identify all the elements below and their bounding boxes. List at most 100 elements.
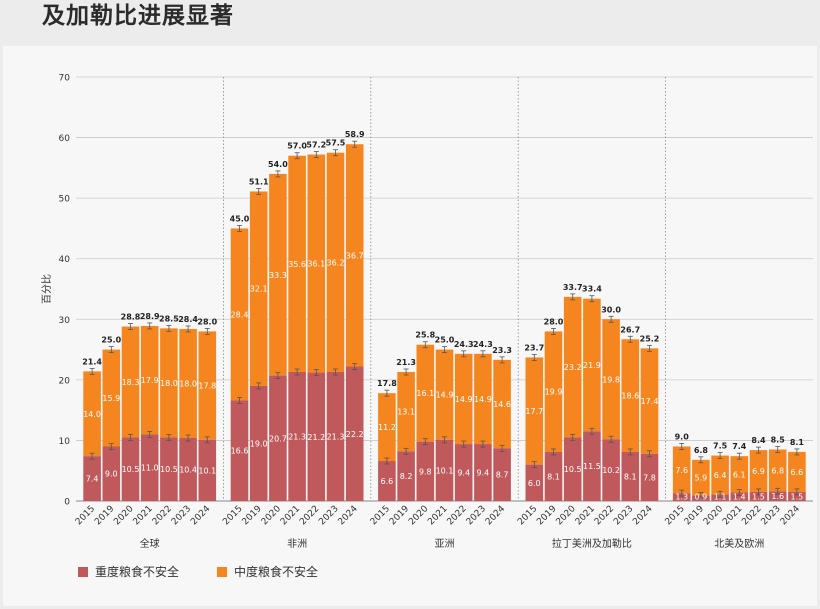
bar-moderate	[121, 326, 140, 438]
bar-severe	[378, 461, 396, 501]
data-label-moderate: 18.3	[122, 378, 140, 387]
x-tick-label: 2021	[574, 504, 597, 527]
data-label-severe: 19.0	[250, 439, 268, 448]
data-label-total: 30.0	[601, 305, 621, 314]
legend-swatch-moderate	[217, 566, 228, 577]
data-label-total: 28.0	[197, 317, 217, 326]
x-tick-label: 2021	[279, 504, 302, 527]
legend-item-severe: 重度粮食不安全	[78, 563, 179, 580]
bar-moderate	[749, 450, 768, 492]
x-tick-label: 2020	[260, 504, 283, 527]
x-tick-label: 2020	[555, 504, 578, 527]
group-label: 北美及欧洲	[714, 537, 764, 550]
data-label-moderate: 17.4	[641, 397, 659, 406]
bar-moderate	[179, 328, 197, 439]
data-label-moderate: 7.6	[675, 466, 688, 475]
x-tick-label: 2022	[151, 504, 174, 527]
bar-moderate	[768, 449, 787, 492]
x-tick-label: 2023	[170, 504, 193, 527]
bar-moderate	[493, 359, 511, 449]
x-tick-label: 2019	[535, 504, 558, 527]
bar-moderate	[102, 349, 121, 447]
data-label-moderate: 18.0	[160, 379, 178, 388]
data-label-total: 54.0	[268, 160, 288, 169]
data-label-moderate: 17.7	[525, 407, 543, 416]
data-label-moderate: 23.2	[564, 363, 582, 372]
legend-label-severe: 重度粮食不安全	[95, 565, 180, 579]
data-label-severe: 10.5	[160, 465, 178, 474]
x-tick-label: 2015	[664, 504, 687, 527]
group-label: 非洲	[287, 538, 307, 550]
data-label-moderate: 36.1	[307, 260, 325, 269]
bar-severe	[416, 441, 435, 501]
data-label-severe: 1.1	[714, 493, 727, 502]
data-label-moderate: 6.9	[752, 467, 765, 476]
data-label-total: 21.3	[396, 358, 416, 367]
bar-severe	[749, 491, 768, 501]
x-tick-label: 2022	[593, 504, 616, 527]
data-label-moderate: 21.9	[583, 361, 601, 370]
data-label-total: 25.8	[415, 331, 435, 340]
x-tick-label: 2019	[388, 504, 411, 527]
bar-severe	[563, 437, 582, 501]
y-tick-label: 60	[59, 134, 71, 144]
x-tick-label: 2024	[337, 504, 360, 527]
bar-severe	[230, 400, 249, 501]
bar-severe	[397, 451, 415, 501]
bar-moderate	[788, 451, 806, 492]
data-label-total: 28.4	[178, 315, 198, 324]
bar-moderate	[602, 319, 620, 440]
x-tick-label: 2022	[740, 504, 763, 527]
bar-moderate	[454, 353, 473, 445]
x-tick-label: 2024	[189, 504, 212, 527]
data-label-total: 28.8	[121, 313, 141, 322]
x-tick-label: 2020	[702, 504, 725, 527]
header: 及加勒比进展显著	[0, 0, 820, 40]
bar-moderate	[230, 228, 249, 401]
data-label-moderate: 19.9	[545, 388, 563, 397]
bar-severe	[160, 437, 178, 501]
y-tick-label: 0	[64, 498, 70, 508]
x-tick-label: 2015	[221, 504, 244, 527]
x-tick-label: 2015	[74, 504, 97, 527]
bar-severe	[179, 438, 197, 501]
data-label-severe: 9.0	[105, 470, 118, 479]
data-label-severe: 9.8	[419, 467, 432, 476]
y-axis-label: 百分比	[41, 274, 53, 304]
bar-severe	[730, 492, 749, 501]
data-label-moderate: 6.1	[733, 470, 746, 479]
chart-panel	[3, 46, 817, 606]
bar-severe	[525, 464, 544, 501]
bar-moderate	[307, 154, 326, 373]
data-label-severe: 21.3	[288, 432, 306, 441]
bar-severe	[602, 439, 620, 501]
data-label-total: 51.1	[249, 177, 269, 186]
data-label-total: 25.0	[101, 336, 121, 345]
x-tick-label: 2024	[484, 504, 507, 527]
x-tick-label: 2020	[112, 504, 135, 527]
data-label-severe: 21.2	[307, 433, 325, 442]
data-label-moderate: 6.8	[771, 466, 784, 475]
data-label-severe: 1.6	[771, 492, 784, 501]
bar-severe	[288, 371, 306, 501]
bar-moderate	[525, 357, 544, 465]
data-label-severe: 1.3	[675, 493, 688, 502]
bar-severe	[307, 372, 326, 501]
data-label-total: 24.3	[454, 340, 474, 349]
x-tick-label: 2023	[465, 504, 488, 527]
data-label-moderate: 5.9	[695, 474, 708, 483]
data-label-severe: 1.4	[733, 493, 746, 502]
bar-moderate	[544, 331, 563, 452]
bar-moderate	[711, 455, 729, 495]
data-label-moderate: 16.1	[416, 389, 434, 398]
data-label-severe: 10.2	[602, 466, 620, 475]
group-label: 全球	[140, 537, 160, 550]
bar-moderate	[288, 155, 306, 372]
bar-severe	[544, 451, 563, 501]
bar-severe	[249, 385, 268, 501]
x-tick-label: 2024	[779, 504, 802, 527]
data-label-severe: 8.2	[400, 472, 413, 481]
bar-severe	[83, 456, 101, 501]
bar-moderate	[621, 339, 640, 452]
